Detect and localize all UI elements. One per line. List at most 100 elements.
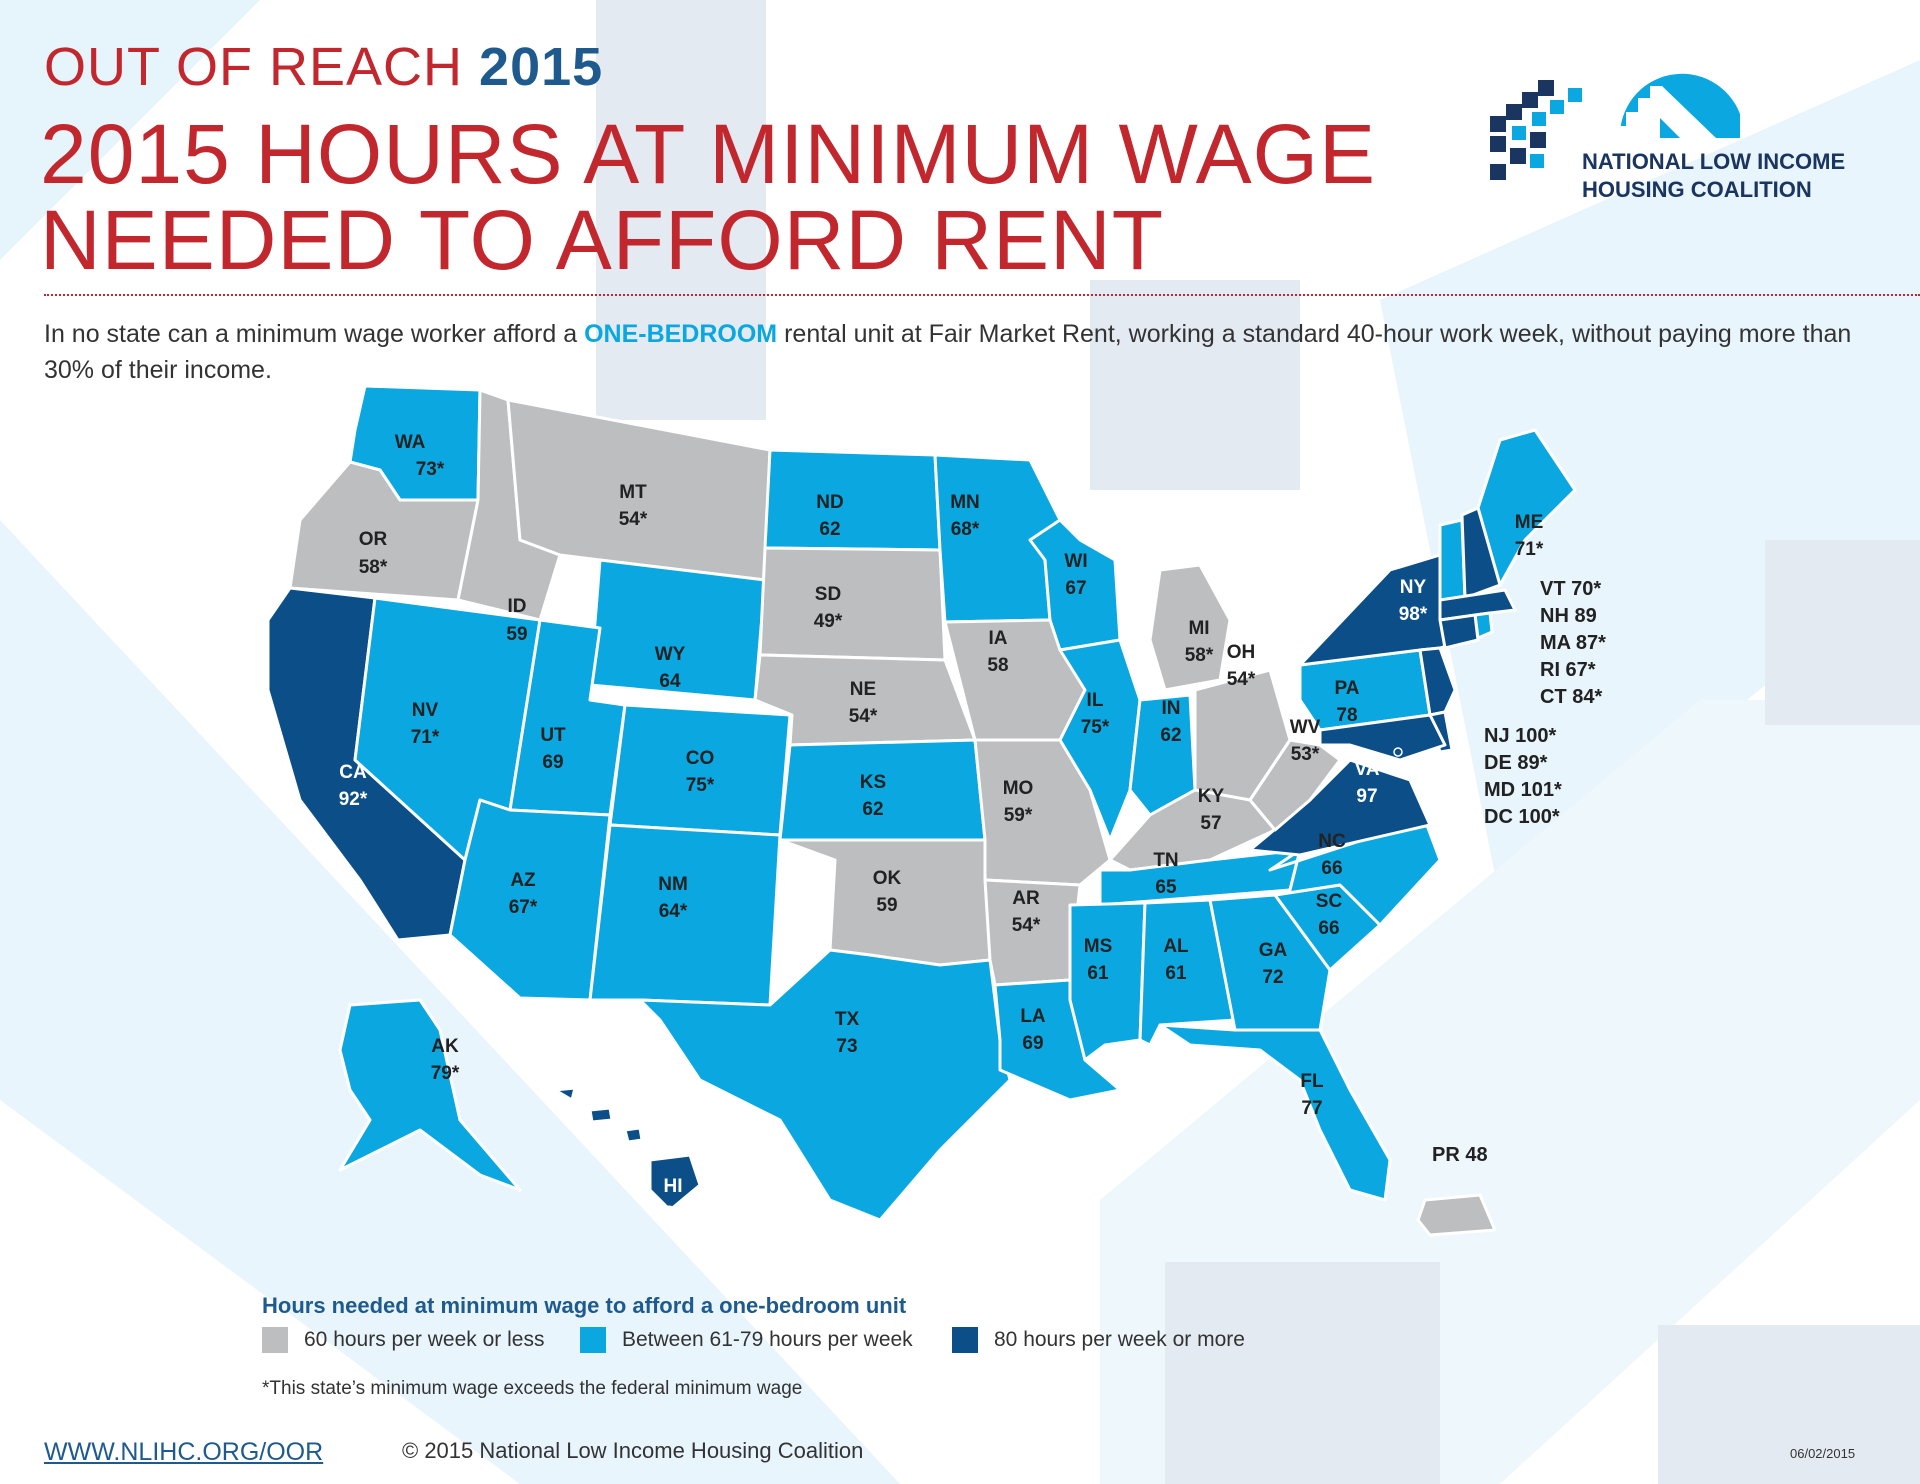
state-label-ut-code: UT (540, 725, 566, 746)
legend-footnote: *This state’s minimum wage exceeds the f… (262, 1378, 803, 1399)
state-label-sd-code: SD (815, 584, 841, 605)
state-label-in-hours: 62 (1160, 725, 1181, 746)
state-label-wi-hours: 67 (1065, 578, 1086, 599)
state-il (1058, 638, 1142, 842)
state-label-sc-hours: 66 (1318, 918, 1339, 939)
state-label-ut-hours: 69 (542, 752, 563, 773)
state-label-wa-hours: 73* (416, 459, 445, 480)
state-label-va-hours: 97 (1356, 786, 1377, 807)
state-nd (763, 448, 942, 552)
state-label-ny-hours: 98* (1399, 604, 1428, 625)
state-dc (1393, 747, 1403, 757)
state-label-or-hours: 58* (359, 557, 388, 578)
state-ak (338, 998, 522, 1192)
state-label-mi-code: MI (1188, 618, 1209, 639)
side-label-de: DE 89* (1484, 752, 1548, 774)
state-label-la-hours: 69 (1022, 1033, 1043, 1054)
state-pr (1416, 1193, 1497, 1237)
logo-wordmark: NATIONAL LOW INCOME HOUSING COALITION (1582, 148, 1845, 204)
state-label-or-code: OR (359, 529, 388, 550)
state-label-mt-hours: 54* (619, 509, 648, 530)
publication-date: 06/02/2015 (1790, 1446, 1856, 1461)
state-label-ne-code: NE (850, 679, 876, 700)
nlihc-logo-icon (1490, 73, 1740, 180)
copyright-text: © 2015 National Low Income Housing Coali… (402, 1438, 864, 1463)
state-label-nc-code: NC (1318, 831, 1346, 852)
side-label-ri: RI 67* (1540, 659, 1596, 681)
state-ct (1438, 613, 1480, 650)
state-tx (638, 948, 1012, 1222)
state-hi (553, 1086, 702, 1212)
side-label-ct: CT 84* (1540, 686, 1602, 708)
state-label-tn-code: TN (1153, 850, 1178, 871)
state-label-il-hours: 75* (1081, 717, 1110, 738)
state-label-wy-hours: 64 (659, 671, 681, 692)
state-label-la-code: LA (1020, 1006, 1046, 1027)
state-label-ak-hours: 79* (431, 1063, 460, 1084)
state-label-ms-code: MS (1084, 936, 1113, 957)
state-label-tx-hours: 73 (836, 1036, 857, 1057)
state-label-ar-hours: 54* (1012, 915, 1041, 936)
dotted-divider (44, 294, 1920, 296)
state-label-il-code: IL (1087, 690, 1104, 711)
state-label-mo-hours: 59* (1004, 805, 1033, 826)
legend-label-gray: 60 hours per week or less (304, 1328, 545, 1351)
side-label-nh: NH 89 (1540, 605, 1597, 627)
state-label-nd-code: ND (816, 492, 843, 513)
legend-swatch-gray (262, 1327, 288, 1353)
state-az (448, 798, 612, 1002)
state-label-wv-hours: 53* (1291, 744, 1320, 765)
state-label-ny-code: NY (1400, 577, 1427, 598)
state-label-mn-hours: 68* (951, 519, 980, 540)
state-label-nm-hours: 64* (659, 901, 688, 922)
legend-swatch-dark-blue (952, 1327, 978, 1353)
state-md (1318, 713, 1447, 762)
state-label-tn-hours: 65 (1155, 877, 1177, 898)
state-label-wv-code: WV (1290, 717, 1321, 738)
state-label-wi-code: WI (1064, 551, 1087, 572)
legend-title: Hours needed at minimum wage to afford a… (262, 1293, 907, 1318)
website-link[interactable]: WWW.NLIHC.ORG/OOR (44, 1438, 324, 1466)
state-label-ia-code: IA (989, 628, 1008, 649)
state-label-fl-hours: 77 (1301, 1098, 1322, 1119)
state-label-nd-hours: 62 (819, 519, 840, 540)
state-label-id-code: ID (508, 596, 527, 617)
state-label-pa-hours: 78 (1336, 705, 1357, 726)
state-label-me-code: ME (1515, 512, 1544, 533)
state-label-hi-code: HI (664, 1176, 683, 1197)
state-co (608, 703, 792, 837)
state-label-nm-code: NM (658, 874, 688, 895)
state-wv (1248, 738, 1342, 832)
state-label-pa-code: PA (1335, 678, 1360, 699)
logo-line-2: HOUSING COALITION (1582, 177, 1812, 202)
state-label-wy-code: WY (655, 644, 686, 665)
state-label-az-code: AZ (510, 870, 536, 891)
state-label-ne-hours: 54* (849, 706, 878, 727)
state-label-nv-code: NV (412, 700, 439, 721)
state-label-id-hours: 59 (506, 624, 527, 645)
state-label-oh-hours: 54* (1227, 669, 1256, 690)
legend-swatch-light-blue (580, 1327, 606, 1353)
side-label-ma: MA 87* (1540, 632, 1606, 654)
state-label-va-code: VA (1355, 759, 1380, 780)
kicker-text: OUT OF REACH (44, 37, 464, 97)
state-label-ks-hours: 62 (862, 799, 883, 820)
state-label-co-code: CO (686, 748, 715, 769)
side-label-vt: VT 70* (1540, 578, 1601, 600)
state-label-ca-code: CA (339, 762, 367, 783)
state-label-ar-code: AR (1012, 888, 1040, 909)
lead-paragraph: In no state can a minimum wage worker af… (44, 320, 1852, 384)
state-ga (1208, 893, 1332, 1032)
side-label-md: MD 101* (1484, 779, 1562, 801)
state-label-mt-code: MT (619, 482, 647, 503)
state-label-nc-hours: 66 (1321, 858, 1342, 879)
state-label-az-hours: 67* (509, 897, 538, 918)
state-ma (1438, 588, 1517, 622)
side-label-dc: DC 100* (1484, 806, 1560, 828)
state-label-ky-code: KY (1198, 786, 1225, 807)
state-label-ky-hours: 57 (1200, 813, 1221, 834)
state-label-in-code: IN (1162, 698, 1181, 719)
lead-highlight: ONE-BEDROOM (584, 320, 778, 348)
